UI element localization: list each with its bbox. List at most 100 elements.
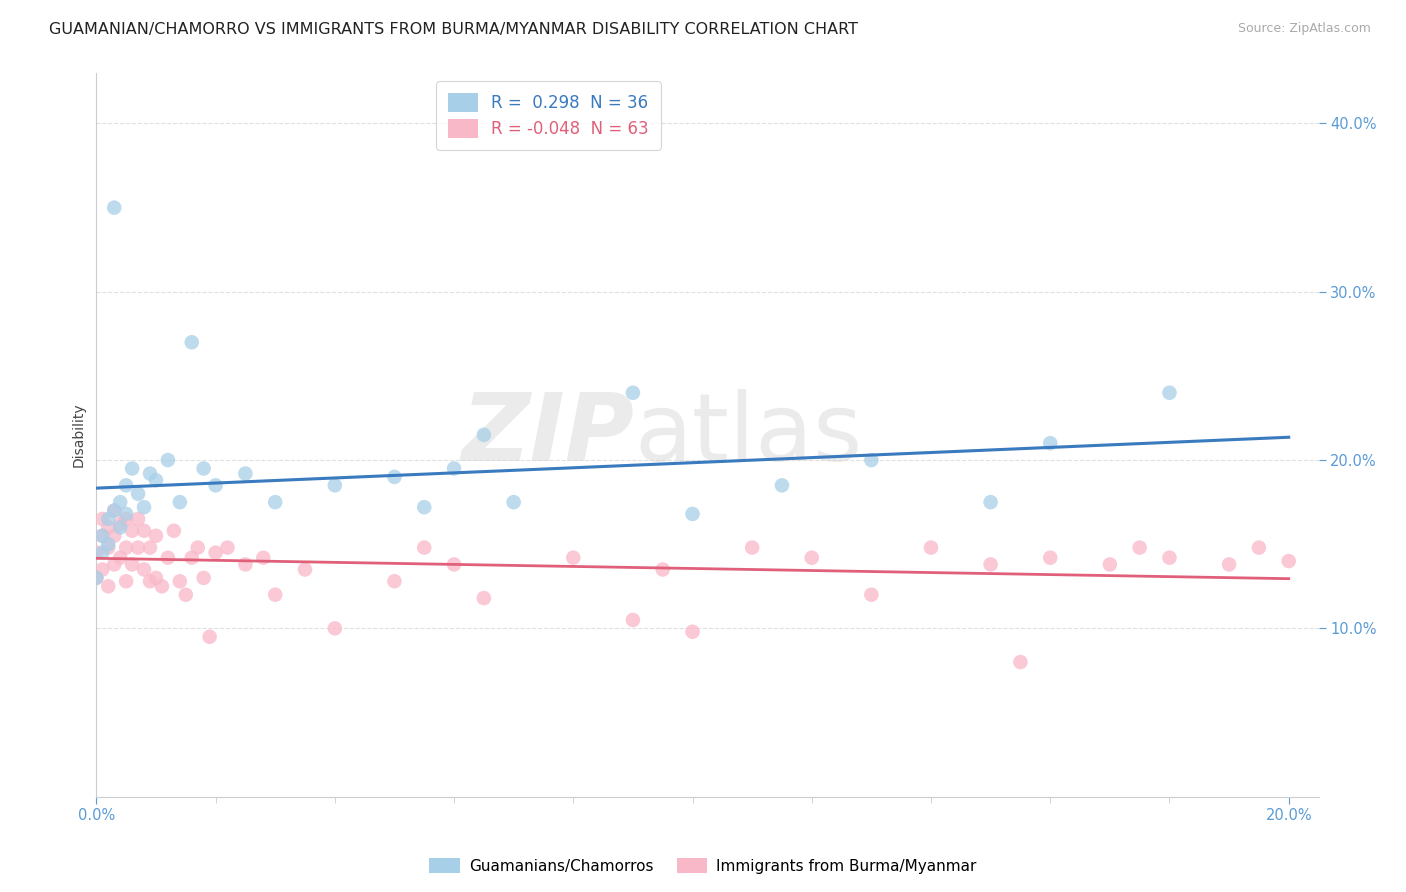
- Point: [108, 520, 131, 534]
- Point: [115, 574, 138, 589]
- Point: [1010, 655, 1032, 669]
- Point: [193, 461, 215, 475]
- Point: [741, 541, 763, 555]
- Point: [115, 541, 138, 555]
- Point: [264, 495, 287, 509]
- Point: [127, 541, 149, 555]
- Text: ZIP: ZIP: [461, 389, 634, 481]
- Point: [235, 558, 257, 572]
- Point: [97, 537, 120, 551]
- Point: [97, 541, 120, 555]
- Point: [103, 558, 125, 572]
- Point: [91, 562, 114, 576]
- Point: [472, 427, 495, 442]
- Point: [443, 558, 465, 572]
- Point: [443, 461, 465, 475]
- Point: [323, 621, 346, 635]
- Point: [920, 541, 942, 555]
- Point: [115, 507, 138, 521]
- Point: [1129, 541, 1152, 555]
- Point: [413, 541, 436, 555]
- Point: [217, 541, 239, 555]
- Point: [384, 574, 406, 589]
- Point: [264, 588, 287, 602]
- Point: [472, 591, 495, 605]
- Point: [156, 453, 179, 467]
- Point: [1278, 554, 1301, 568]
- Point: [139, 467, 162, 481]
- Legend: Guamanians/Chamorros, Immigrants from Burma/Myanmar: Guamanians/Chamorros, Immigrants from Bu…: [423, 852, 983, 880]
- Point: [132, 562, 155, 576]
- Point: [980, 558, 1002, 572]
- Point: [1218, 558, 1240, 572]
- Point: [103, 529, 125, 543]
- Point: [1039, 436, 1062, 450]
- Text: GUAMANIAN/CHAMORRO VS IMMIGRANTS FROM BURMA/MYANMAR DISABILITY CORRELATION CHART: GUAMANIAN/CHAMORRO VS IMMIGRANTS FROM BU…: [49, 22, 858, 37]
- Point: [163, 524, 186, 538]
- Point: [103, 503, 125, 517]
- Point: [800, 550, 823, 565]
- Point: [204, 546, 226, 560]
- Point: [187, 541, 209, 555]
- Point: [145, 473, 167, 487]
- Point: [127, 487, 149, 501]
- Point: [150, 579, 173, 593]
- Point: [384, 470, 406, 484]
- Text: atlas: atlas: [634, 389, 862, 481]
- Point: [91, 546, 114, 560]
- Point: [115, 512, 138, 526]
- Point: [115, 478, 138, 492]
- Point: [156, 550, 179, 565]
- Point: [121, 461, 143, 475]
- Point: [127, 512, 149, 526]
- Point: [193, 571, 215, 585]
- Point: [294, 562, 316, 576]
- Point: [682, 507, 704, 521]
- Legend: R =  0.298  N = 36, R = -0.048  N = 63: R = 0.298 N = 36, R = -0.048 N = 63: [436, 81, 661, 150]
- Point: [682, 624, 704, 639]
- Point: [860, 453, 883, 467]
- Point: [108, 516, 131, 531]
- Point: [180, 335, 202, 350]
- Point: [86, 571, 108, 585]
- Point: [91, 512, 114, 526]
- Point: [1098, 558, 1121, 572]
- Y-axis label: Disability: Disability: [72, 402, 86, 467]
- Point: [651, 562, 673, 576]
- Point: [562, 550, 585, 565]
- Point: [169, 495, 191, 509]
- Point: [132, 500, 155, 515]
- Point: [204, 478, 226, 492]
- Point: [235, 467, 257, 481]
- Point: [252, 550, 274, 565]
- Point: [97, 520, 120, 534]
- Point: [1247, 541, 1270, 555]
- Point: [97, 512, 120, 526]
- Point: [139, 574, 162, 589]
- Point: [1159, 550, 1181, 565]
- Point: [121, 524, 143, 538]
- Point: [502, 495, 524, 509]
- Point: [198, 630, 221, 644]
- Point: [323, 478, 346, 492]
- Point: [174, 588, 197, 602]
- Point: [86, 546, 108, 560]
- Point: [103, 201, 125, 215]
- Point: [108, 550, 131, 565]
- Point: [1039, 550, 1062, 565]
- Point: [91, 529, 114, 543]
- Point: [132, 524, 155, 538]
- Text: Source: ZipAtlas.com: Source: ZipAtlas.com: [1237, 22, 1371, 36]
- Point: [86, 571, 108, 585]
- Point: [97, 579, 120, 593]
- Point: [621, 385, 644, 400]
- Point: [1159, 385, 1181, 400]
- Point: [413, 500, 436, 515]
- Point: [108, 495, 131, 509]
- Point: [145, 529, 167, 543]
- Point: [860, 588, 883, 602]
- Point: [139, 541, 162, 555]
- Point: [169, 574, 191, 589]
- Point: [180, 550, 202, 565]
- Point: [770, 478, 793, 492]
